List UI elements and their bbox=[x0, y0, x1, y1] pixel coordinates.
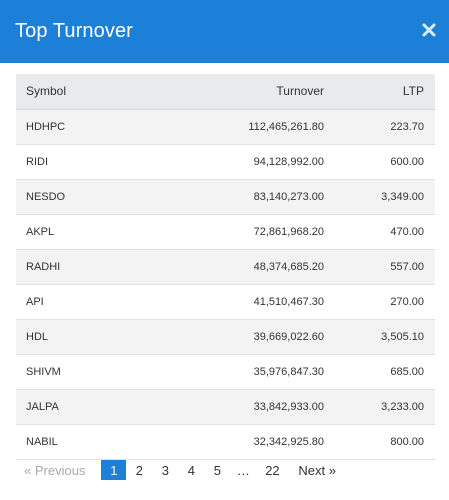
cell-turnover: 83,140,273.00 bbox=[166, 179, 335, 215]
table-row[interactable]: SHIVM 35,976,847.30 685.00 bbox=[16, 354, 435, 390]
table-row[interactable]: API 41,510,467.30 270.00 bbox=[16, 284, 435, 320]
table-row[interactable]: JALPA 33,842,933.00 3,233.00 bbox=[16, 389, 435, 425]
page-button-1[interactable]: 1 bbox=[101, 460, 127, 480]
page-button-5[interactable]: 5 bbox=[213, 462, 222, 478]
cell-turnover: 112,465,261.80 bbox=[166, 109, 335, 145]
cell-ltp: 800.00 bbox=[335, 424, 435, 460]
cell-turnover: 33,842,933.00 bbox=[166, 389, 335, 425]
table-row[interactable]: AKPL 72,861,968.20 470.00 bbox=[16, 214, 435, 250]
cell-turnover: 72,861,968.20 bbox=[166, 214, 335, 250]
cell-ltp: 557.00 bbox=[335, 249, 435, 285]
cell-turnover: 48,374,685.20 bbox=[166, 249, 335, 285]
cell-symbol: JALPA bbox=[16, 389, 166, 425]
cell-ltp: 223.70 bbox=[335, 109, 435, 145]
table-row[interactable]: RIDI 94,128,992.00 600.00 bbox=[16, 144, 435, 180]
column-header-turnover[interactable]: Turnover bbox=[166, 74, 335, 110]
cell-turnover: 39,669,022.60 bbox=[166, 319, 335, 355]
cell-symbol: NABIL bbox=[16, 424, 166, 460]
cell-turnover: 41,510,467.30 bbox=[166, 284, 335, 320]
table-row[interactable]: NESDO 83,140,273.00 3,349.00 bbox=[16, 179, 435, 215]
page-button-3[interactable]: 3 bbox=[161, 462, 170, 478]
cell-turnover: 32,342,925.80 bbox=[166, 424, 335, 460]
cell-ltp: 600.00 bbox=[335, 144, 435, 180]
cell-symbol: SHIVM bbox=[16, 354, 166, 390]
page-button-2[interactable]: 2 bbox=[135, 462, 144, 478]
cell-symbol: RADHI bbox=[16, 249, 166, 285]
turnover-table: Symbol Turnover LTP HDHPC 112,465,261.80 2… bbox=[16, 74, 435, 460]
cell-symbol: HDL bbox=[16, 319, 166, 355]
cell-ltp: 270.00 bbox=[335, 284, 435, 320]
table-row[interactable]: HDHPC 112,465,261.80 223.70 bbox=[16, 109, 435, 145]
cell-symbol: HDHPC bbox=[16, 109, 166, 145]
table-row[interactable]: HDL 39,669,022.60 3,505.10 bbox=[16, 319, 435, 355]
cell-ltp: 3,349.00 bbox=[335, 179, 435, 215]
column-header-ltp[interactable]: LTP bbox=[335, 74, 435, 110]
cell-symbol: AKPL bbox=[16, 214, 166, 250]
pagination-ellipsis: … bbox=[236, 462, 250, 478]
page-button-4[interactable]: 4 bbox=[187, 462, 196, 478]
cell-ltp: 3,233.00 bbox=[335, 389, 435, 425]
cell-ltp: 470.00 bbox=[335, 214, 435, 250]
cell-symbol: API bbox=[16, 284, 166, 320]
table-row[interactable]: RADHI 48,374,685.20 557.00 bbox=[16, 249, 435, 285]
modal-header: Top Turnover bbox=[0, 0, 449, 63]
cell-turnover: 35,976,847.30 bbox=[166, 354, 335, 390]
table-header-row: Symbol Turnover LTP bbox=[16, 74, 435, 110]
next-page-button[interactable]: Next » bbox=[298, 462, 336, 478]
close-button[interactable] bbox=[419, 20, 439, 40]
cell-ltp: 685.00 bbox=[335, 354, 435, 390]
table-row[interactable]: NABIL 32,342,925.80 800.00 bbox=[16, 424, 435, 460]
cell-turnover: 94,128,992.00 bbox=[166, 144, 335, 180]
page-button-last[interactable]: 22 bbox=[265, 462, 280, 478]
column-header-symbol[interactable]: Symbol bbox=[16, 74, 166, 110]
previous-page-button[interactable]: « Previous bbox=[24, 462, 86, 478]
cell-symbol: RIDI bbox=[16, 144, 166, 180]
close-icon bbox=[422, 23, 436, 37]
cell-ltp: 3,505.10 bbox=[335, 319, 435, 355]
modal-title: Top Turnover bbox=[15, 20, 133, 42]
pagination: « Previous 1 2 3 4 5 … 22 Next » bbox=[16, 459, 336, 481]
turnover-table-container: Symbol Turnover LTP HDHPC 112,465,261.80 2… bbox=[16, 74, 435, 460]
cell-symbol: NESDO bbox=[16, 179, 166, 215]
